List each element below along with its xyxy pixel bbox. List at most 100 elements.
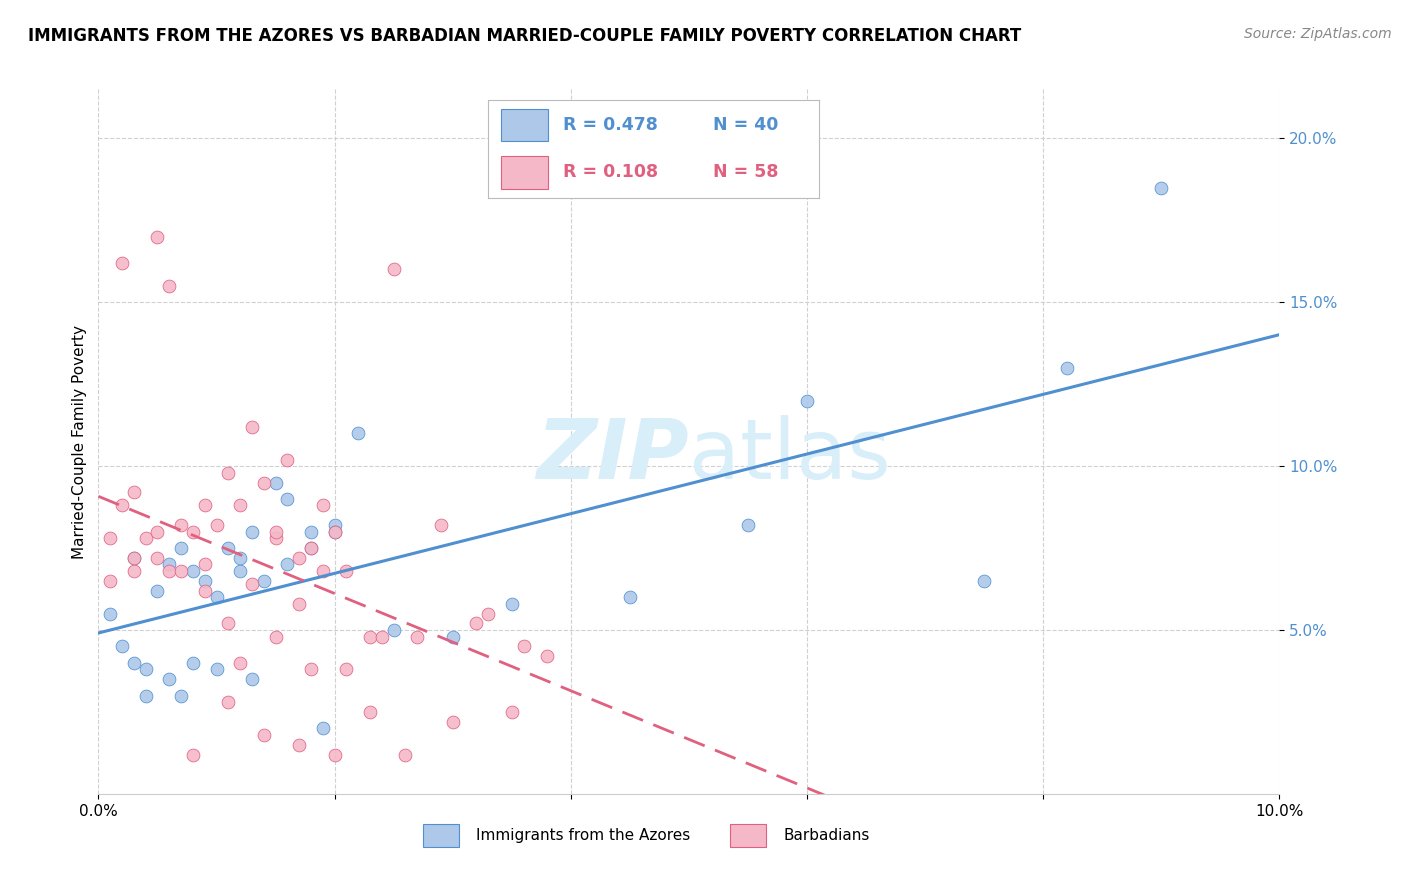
Point (441, 630, 464, 644)
Point (512, 640, 534, 654)
Point (288, 738, 311, 752)
Point (406, 630, 429, 644)
Point (1150, 180, 1173, 194)
Point (253, 728, 276, 742)
Point (205, 518, 228, 533)
Point (501, 597, 523, 611)
Text: IMMIGRANTS FROM THE AZORES VS BARBADIAN MARRIED-COUPLE FAMILY POVERTY CORRELATIO: IMMIGRANTS FROM THE AZORES VS BARBADIAN … (28, 27, 1021, 45)
Point (146, 583, 169, 598)
Point (240, 577, 263, 591)
Point (170, 689, 193, 703)
Text: Source: ZipAtlas.com: Source: ZipAtlas.com (1244, 27, 1392, 41)
Point (312, 499, 335, 513)
Point (359, 705, 381, 719)
Point (170, 541, 193, 555)
Point (264, 531, 287, 545)
Point (323, 747, 346, 762)
Point (122, 550, 145, 565)
Point (276, 558, 298, 572)
Point (441, 714, 464, 729)
Point (194, 583, 217, 598)
Point (122, 550, 145, 565)
Point (157, 672, 180, 686)
Point (382, 262, 405, 277)
Point (122, 564, 145, 578)
Point (229, 499, 252, 513)
Point (299, 662, 322, 676)
Point (98, 531, 121, 545)
Point (382, 623, 405, 637)
Point (122, 656, 145, 670)
Point (217, 616, 239, 631)
Text: atlas: atlas (689, 415, 890, 496)
Text: ZIP: ZIP (536, 415, 689, 496)
Point (146, 550, 169, 565)
Point (347, 426, 370, 441)
Point (276, 452, 298, 467)
Point (394, 747, 416, 762)
Point (111, 499, 134, 513)
Point (264, 475, 287, 490)
Point (170, 518, 193, 533)
Point (371, 630, 394, 644)
Point (135, 689, 157, 703)
Point (973, 574, 995, 588)
Point (288, 597, 311, 611)
Point (276, 491, 298, 506)
Point (240, 524, 263, 539)
Point (240, 672, 263, 686)
Point (299, 541, 322, 555)
Point (501, 705, 523, 719)
Point (181, 564, 204, 578)
Point (122, 485, 145, 500)
Point (430, 518, 453, 533)
Point (240, 419, 263, 434)
Point (135, 531, 157, 545)
Point (181, 524, 204, 539)
Point (536, 649, 558, 664)
Point (477, 607, 499, 621)
Point (157, 558, 180, 572)
Point (253, 475, 276, 490)
Y-axis label: Married-Couple Family Poverty: Married-Couple Family Poverty (72, 325, 87, 558)
Point (229, 656, 252, 670)
Point (312, 564, 335, 578)
Point (323, 524, 346, 539)
Point (205, 591, 228, 605)
Point (264, 524, 287, 539)
Point (181, 656, 204, 670)
Point (217, 541, 239, 555)
Point (135, 662, 157, 676)
Point (217, 695, 239, 709)
Point (323, 518, 346, 533)
Point (465, 616, 488, 631)
Point (323, 524, 346, 539)
Point (312, 722, 335, 736)
Point (194, 558, 217, 572)
Point (194, 499, 217, 513)
Point (205, 662, 228, 676)
Point (335, 662, 357, 676)
Point (288, 550, 311, 565)
Point (264, 630, 287, 644)
Point (181, 747, 204, 762)
Point (98, 574, 121, 588)
Point (157, 278, 180, 293)
Point (737, 518, 759, 533)
Point (98, 607, 121, 621)
Point (253, 574, 276, 588)
Point (619, 591, 641, 605)
Point (229, 564, 252, 578)
Point (217, 466, 239, 480)
Point (229, 550, 252, 565)
Point (1056, 360, 1078, 375)
Point (111, 256, 134, 270)
Point (170, 564, 193, 578)
Point (299, 524, 322, 539)
Point (359, 630, 381, 644)
Point (111, 640, 134, 654)
Point (146, 524, 169, 539)
Point (299, 541, 322, 555)
Point (194, 574, 217, 588)
Point (796, 393, 818, 408)
